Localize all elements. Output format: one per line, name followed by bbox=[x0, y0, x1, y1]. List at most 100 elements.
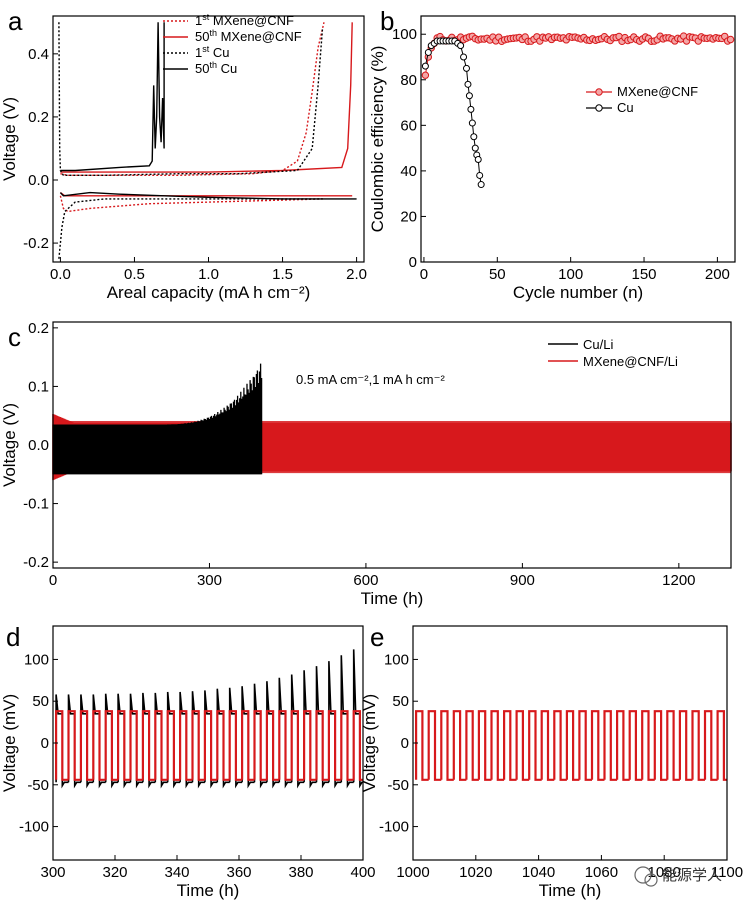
y-tick-label: 0 bbox=[409, 254, 417, 271]
data-point bbox=[467, 105, 475, 113]
x-axis-label: Cycle number (n) bbox=[513, 283, 643, 302]
watermark-text: 能源学人 bbox=[662, 867, 722, 884]
series-line bbox=[415, 710, 727, 781]
y-tick-label: 0.2 bbox=[28, 320, 49, 337]
legend-entry: 50th MXene@CNF bbox=[195, 28, 302, 44]
x-tick-label: 2.0 bbox=[346, 266, 367, 283]
data-point bbox=[726, 35, 735, 44]
x-axis-label: Time (h) bbox=[539, 881, 602, 900]
series-line bbox=[59, 191, 357, 200]
legend-name: Cu bbox=[209, 45, 229, 60]
y-tick-label: 60 bbox=[400, 117, 417, 134]
y-tick-label: -50 bbox=[27, 777, 49, 794]
x-tick-label: 0.0 bbox=[50, 266, 71, 283]
x-tick-label: 400 bbox=[350, 864, 375, 881]
series-line bbox=[58, 22, 324, 176]
y-tick-label: 0.0 bbox=[28, 172, 49, 189]
y-tick-label: 0 bbox=[401, 735, 409, 752]
x-tick-label: 340 bbox=[164, 864, 189, 881]
legend-entry: MXene@CNF bbox=[617, 84, 698, 99]
y-tick-label: 100 bbox=[392, 26, 417, 43]
y-axis-label: Coulombic efficiency (%) bbox=[368, 46, 387, 233]
data-point bbox=[465, 92, 473, 100]
panel-e: 1000 1020 1040 1060 1080 1100-100-50050100Tim… bbox=[360, 622, 743, 900]
data-point bbox=[477, 181, 485, 189]
legend-marker bbox=[595, 88, 603, 96]
y-axis-label: Voltage (mV) bbox=[360, 694, 379, 792]
y-tick-label: -0.2 bbox=[23, 554, 49, 571]
legend-name: MXene@CNF bbox=[217, 29, 302, 44]
y-tick-label: 100 bbox=[384, 651, 409, 668]
x-axis-label: Time (h) bbox=[177, 881, 240, 900]
x-tick-label: 380 bbox=[288, 864, 313, 881]
data-point bbox=[476, 171, 484, 179]
series-line bbox=[58, 198, 323, 259]
y-tick-label: 0 bbox=[41, 735, 49, 752]
x-tick-label: 900 bbox=[510, 572, 535, 589]
y-axis-label: Voltage (mV) bbox=[0, 694, 19, 792]
y-tick-label: 40 bbox=[400, 163, 417, 180]
x-tick-label: 200 bbox=[705, 266, 730, 283]
x-tick-label: 0 bbox=[49, 572, 57, 589]
legend-entry: Cu bbox=[617, 100, 634, 115]
data-point bbox=[421, 71, 430, 79]
legend-superscript: th bbox=[209, 60, 217, 70]
x-tick-label: 360 bbox=[226, 864, 251, 881]
x-tick-label: 600 bbox=[353, 572, 378, 589]
x-tick-label: 1000 bbox=[396, 864, 429, 881]
x-tick-label: 1060 bbox=[585, 864, 618, 881]
x-tick-label: 50 bbox=[489, 266, 506, 283]
y-axis-label: Voltage (V) bbox=[0, 97, 19, 181]
data-point bbox=[457, 42, 465, 50]
series-band bbox=[52, 363, 263, 475]
y-tick-label: 0.2 bbox=[28, 109, 49, 126]
y-tick-label: -100 bbox=[19, 819, 49, 836]
plot-area bbox=[58, 22, 357, 259]
x-tick-label: 0 bbox=[420, 266, 428, 283]
x-tick-label: 0.5 bbox=[124, 266, 145, 283]
x-tick-label: 1100 bbox=[711, 864, 743, 881]
legend-entry: 50th Cu bbox=[195, 60, 237, 76]
legend-entry: 1st MXene@CNF bbox=[195, 12, 294, 28]
legend-name: MXene@CNF bbox=[209, 13, 294, 28]
y-tick-label: 0.1 bbox=[28, 378, 49, 395]
panel-label: d bbox=[6, 622, 20, 652]
y-tick-label: 50 bbox=[32, 693, 49, 710]
data-point bbox=[460, 53, 468, 61]
legend-entry: MXene@CNF/Li bbox=[583, 354, 678, 369]
watermark: 能源学人 bbox=[634, 866, 722, 887]
x-tick-label: 320 bbox=[102, 864, 127, 881]
panel-label: b bbox=[380, 6, 394, 36]
y-tick-label: 0.0 bbox=[28, 437, 49, 454]
wechat-icon-bubble bbox=[644, 873, 658, 887]
data-point bbox=[470, 133, 478, 141]
legend-superscript: st bbox=[202, 12, 210, 22]
x-tick-label: 1200 bbox=[662, 572, 695, 589]
x-tick-label: 1.5 bbox=[272, 266, 293, 283]
panel-d: 300 320 340 360 380 400 -100 -50 0 50 100 Time (h) V… bbox=[0, 622, 376, 900]
x-axis-label: Areal capacity (mA h cm⁻²) bbox=[107, 283, 311, 302]
panel-label: c bbox=[8, 322, 21, 352]
data-point bbox=[421, 62, 429, 70]
annotation: 0.5 mA cm⁻²,1 mA h cm⁻² bbox=[296, 372, 445, 387]
legend-number: 1 bbox=[195, 13, 202, 28]
x-tick-label: 300 bbox=[197, 572, 222, 589]
data-point bbox=[464, 80, 472, 88]
legend-number: 50 bbox=[195, 29, 209, 44]
y-tick-label: 20 bbox=[400, 208, 417, 225]
x-axis-label: Time (h) bbox=[361, 589, 424, 608]
y-tick-label: 50 bbox=[392, 693, 409, 710]
panel-label: e bbox=[370, 622, 384, 652]
legend-entry: 1st Cu bbox=[195, 44, 229, 60]
series-line bbox=[55, 710, 363, 781]
legend-number: 1 bbox=[195, 45, 202, 60]
data-point bbox=[424, 48, 432, 56]
x-tick-label: 1020 bbox=[459, 864, 492, 881]
series-line bbox=[59, 195, 325, 213]
data-point bbox=[474, 156, 482, 163]
y-tick-label: -0.1 bbox=[23, 496, 49, 513]
data-point bbox=[468, 119, 476, 127]
y-tick-label: 100 bbox=[24, 651, 49, 668]
